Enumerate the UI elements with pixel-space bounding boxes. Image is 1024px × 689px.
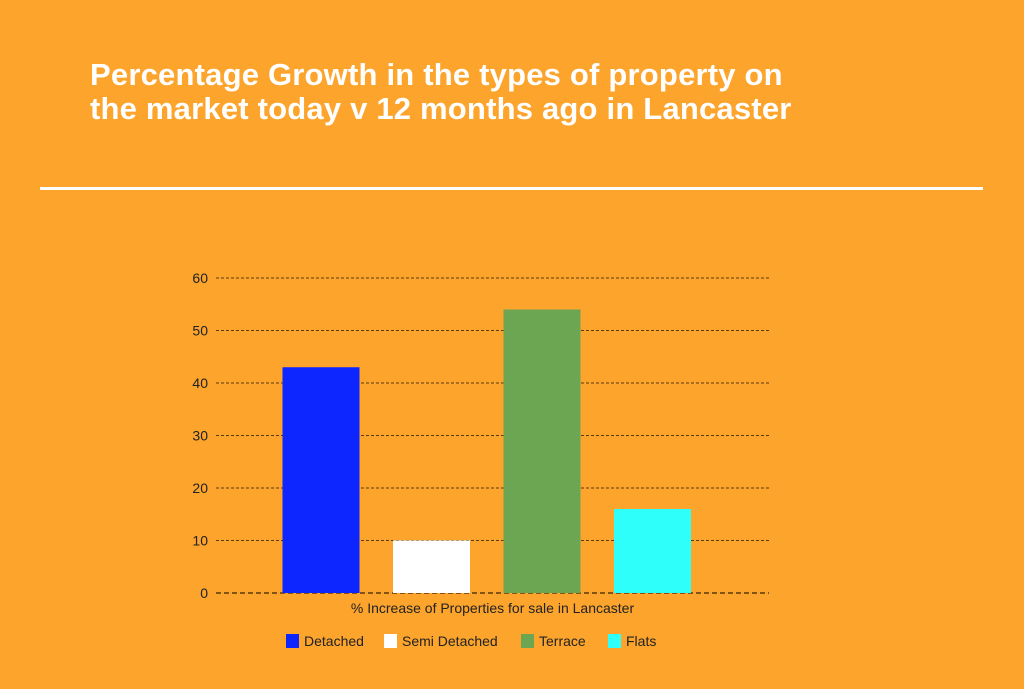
legend-swatch bbox=[384, 634, 397, 648]
chart-title: Percentage Growth in the types of proper… bbox=[90, 58, 970, 126]
y-tick-label: 10 bbox=[192, 533, 208, 549]
title-line-1: Percentage Growth in the types of proper… bbox=[90, 57, 783, 92]
legend-swatch bbox=[608, 634, 621, 648]
legend-swatch bbox=[521, 634, 534, 648]
title-line-2: the market today v 12 months ago in Lanc… bbox=[90, 91, 792, 126]
legend-label: Semi Detached bbox=[402, 633, 498, 649]
legend-swatch bbox=[286, 634, 299, 648]
legend-label: Detached bbox=[304, 633, 364, 649]
y-tick-label: 60 bbox=[192, 270, 208, 286]
y-tick-label: 0 bbox=[200, 585, 208, 601]
legend-label: Terrace bbox=[539, 633, 586, 649]
y-tick-label: 20 bbox=[192, 480, 208, 496]
bar-terrace bbox=[503, 309, 581, 593]
bar-flats bbox=[614, 509, 691, 593]
title-divider bbox=[40, 187, 983, 190]
legend-label: Flats bbox=[626, 633, 656, 649]
bar-semi-detached bbox=[393, 540, 470, 593]
y-tick-label: 50 bbox=[192, 323, 208, 339]
y-tick-label: 40 bbox=[192, 375, 208, 391]
bar-detached bbox=[282, 367, 360, 593]
x-axis-label: % Increase of Properties for sale in Lan… bbox=[351, 600, 635, 616]
y-tick-label: 30 bbox=[192, 428, 208, 444]
